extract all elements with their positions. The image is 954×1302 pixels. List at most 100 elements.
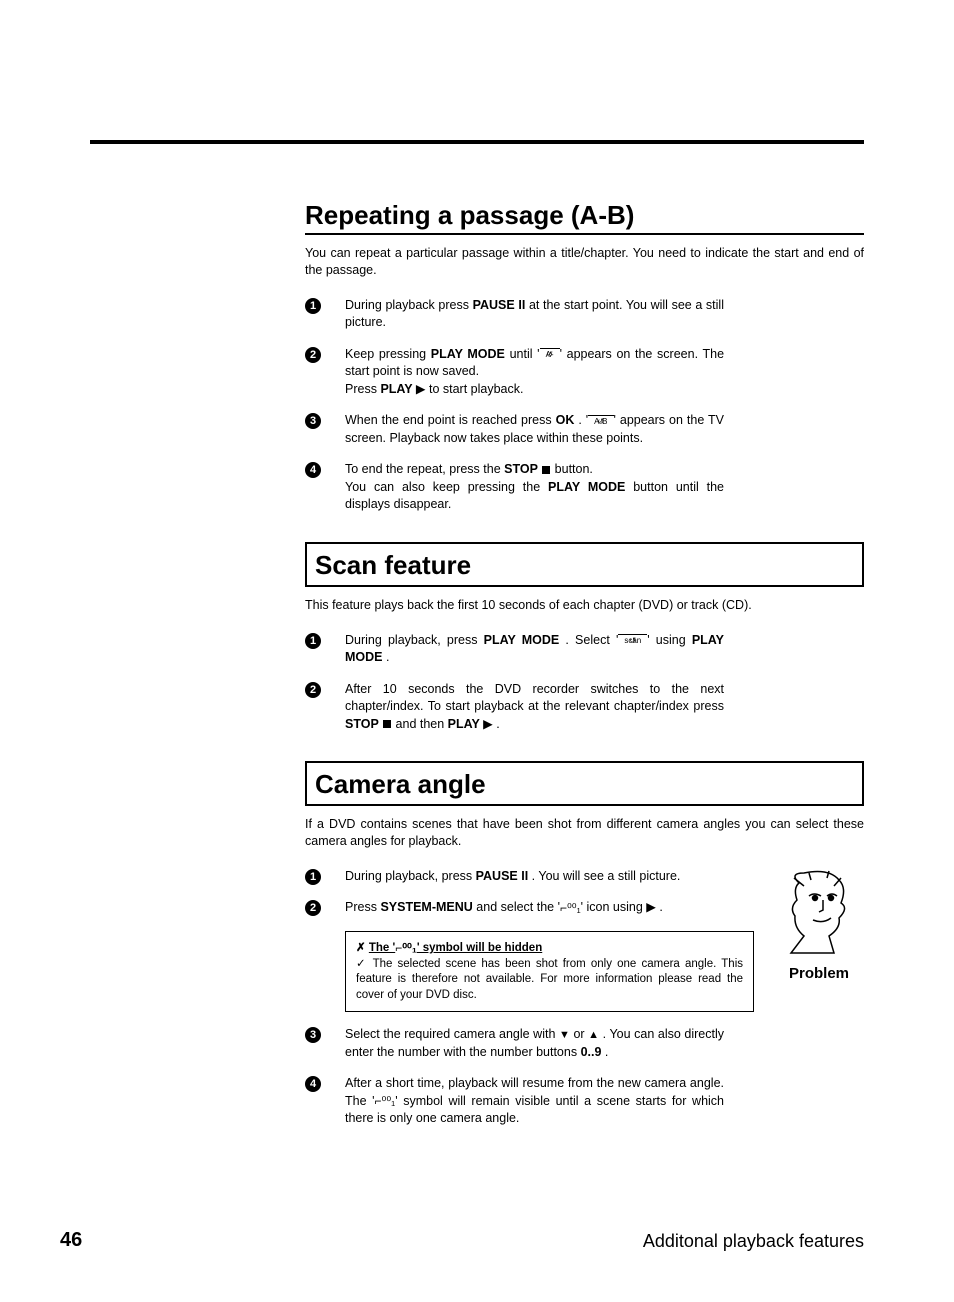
step-row: 4 To end the repeat, press the STOP butt… bbox=[305, 461, 864, 514]
step-text: After 10 seconds the DVD recorder switch… bbox=[345, 681, 864, 734]
text: Keep pressing bbox=[345, 347, 431, 361]
intro-camera: If a DVD contains scenes that have been … bbox=[305, 816, 864, 850]
intro-scan: This feature plays back the first 10 sec… bbox=[305, 597, 864, 614]
btn-label: PLAY MODE bbox=[548, 480, 625, 494]
step-text: Select the required camera angle with ▼ … bbox=[345, 1026, 864, 1061]
steps-camera-34: 3 Select the required camera angle with … bbox=[305, 1026, 864, 1128]
play-icon: ▶ bbox=[483, 716, 493, 734]
problem-illustration: Problem bbox=[772, 868, 866, 982]
btn-label: SYSTEM-MENU bbox=[380, 900, 472, 914]
section-title-camera: Camera angle bbox=[305, 761, 864, 806]
step-row: 3 Select the required camera angle with … bbox=[305, 1026, 864, 1061]
steps-scan: 1 During playback, press PLAY MODE . Sel… bbox=[305, 632, 864, 734]
text: The ' bbox=[369, 942, 395, 954]
face-icon bbox=[778, 868, 860, 958]
text: or bbox=[570, 1027, 588, 1041]
text: and then bbox=[392, 717, 448, 731]
section-title-scan: Scan feature bbox=[305, 542, 864, 587]
repeat-a-icon: A- bbox=[540, 348, 560, 360]
step-row: 4 After a short time, playback will resu… bbox=[305, 1075, 864, 1128]
step-text: During playback, press PLAY MODE . Selec… bbox=[345, 632, 864, 667]
step-number: 2 bbox=[305, 681, 345, 734]
step-text: To end the repeat, press the STOP button… bbox=[345, 461, 864, 514]
check-icon: ✓ bbox=[356, 958, 373, 970]
btn-label: 0..9 bbox=[581, 1045, 602, 1059]
x-mark-icon: ✗ bbox=[356, 942, 369, 954]
text: After 10 seconds the DVD recorder switch… bbox=[345, 682, 724, 714]
step-number: 4 bbox=[305, 461, 345, 514]
text: Select the required camera angle with bbox=[345, 1027, 559, 1041]
page-footer: 46 Additonal playback features bbox=[60, 1229, 864, 1252]
text: . bbox=[493, 717, 500, 731]
step-row: 2 Keep pressing PLAY MODE until 'A-' app… bbox=[305, 346, 864, 399]
text: . You will see a still picture. bbox=[528, 869, 680, 883]
text: ' using bbox=[647, 633, 692, 647]
section-title-repeat: Repeating a passage (A-B) bbox=[305, 200, 864, 235]
scan-icon: scan bbox=[618, 634, 647, 646]
step-text: After a short time, playback will resume… bbox=[345, 1075, 864, 1128]
btn-label: PLAY bbox=[380, 382, 415, 396]
text: ' icon using bbox=[581, 900, 647, 914]
up-icon: ▲ bbox=[588, 1028, 599, 1043]
btn-label: OK bbox=[556, 413, 575, 427]
problem-label: Problem bbox=[772, 965, 866, 982]
text: to start playback. bbox=[426, 382, 524, 396]
text: until ' bbox=[505, 347, 540, 361]
step-badge: 3 bbox=[305, 1027, 321, 1043]
step-badge: 1 bbox=[305, 298, 321, 314]
step-badge: 4 bbox=[305, 1076, 321, 1092]
text: . ' bbox=[574, 413, 588, 427]
stop-icon bbox=[542, 466, 550, 474]
manual-page: Repeating a passage (A-B) You can repeat… bbox=[0, 0, 954, 1302]
step-text: When the end point is reached press OK .… bbox=[345, 412, 864, 447]
step-row: 1 During playback, press PLAY MODE . Sel… bbox=[305, 632, 864, 667]
stop-icon bbox=[383, 720, 391, 728]
btn-label: STOP bbox=[504, 462, 541, 476]
text: Press bbox=[345, 382, 380, 396]
step-row: 3 When the end point is reached press OK… bbox=[305, 412, 864, 447]
problem-note-box: ✗ The '⌐⁰⁰₁' symbol will be hidden ✓ The… bbox=[345, 931, 754, 1012]
step-number: 3 bbox=[305, 1026, 345, 1061]
step-number: 1 bbox=[305, 632, 345, 667]
text: button. bbox=[551, 462, 593, 476]
step-number: 2 bbox=[305, 899, 345, 917]
right-icon: ▶ bbox=[646, 899, 656, 917]
camera-angle-icon: ⌐⁰⁰₁ bbox=[375, 1093, 396, 1110]
step-badge: 1 bbox=[305, 633, 321, 649]
btn-label: STOP bbox=[345, 717, 382, 731]
footer-section-title: Additonal playback features bbox=[643, 1231, 864, 1252]
text: You can also keep pressing the bbox=[345, 480, 548, 494]
camera-area: Problem 1 During playback, press PAUSE I… bbox=[305, 868, 864, 1128]
text: ' symbol will be hidden bbox=[417, 942, 542, 954]
text: . Select ' bbox=[559, 633, 618, 647]
content-area: Repeating a passage (A-B) You can repeat… bbox=[305, 200, 864, 1128]
text: ' symbol will remain visible until a sce… bbox=[345, 1094, 724, 1126]
step-number: 2 bbox=[305, 346, 345, 399]
step-badge: 2 bbox=[305, 900, 321, 916]
text: . bbox=[601, 1045, 608, 1059]
text: During playback, press bbox=[345, 633, 484, 647]
play-icon: ▶ bbox=[416, 381, 426, 399]
text: When the end point is reached press bbox=[345, 413, 556, 427]
intro-repeat: You can repeat a particular passage with… bbox=[305, 245, 864, 279]
step-badge: 2 bbox=[305, 682, 321, 698]
down-icon: ▼ bbox=[559, 1028, 570, 1043]
text: During playback, press bbox=[345, 869, 476, 883]
step-number: 1 bbox=[305, 297, 345, 332]
repeat-ab-icon: A-B bbox=[588, 415, 613, 427]
step-badge: 4 bbox=[305, 462, 321, 478]
page-number: 46 bbox=[60, 1229, 82, 1252]
text: and select the ' bbox=[473, 900, 560, 914]
step-row: 2 After 10 seconds the DVD recorder swit… bbox=[305, 681, 864, 734]
btn-label: PAUSE bbox=[473, 298, 519, 312]
step-badge: 2 bbox=[305, 347, 321, 363]
text: . bbox=[656, 900, 663, 914]
step-number: 1 bbox=[305, 868, 345, 886]
step-text: During playback press PAUSE II at the st… bbox=[345, 297, 864, 332]
text: To end the repeat, press the bbox=[345, 462, 504, 476]
text: Press bbox=[345, 900, 380, 914]
step-badge: 1 bbox=[305, 869, 321, 885]
camera-angle-icon: ⌐⁰⁰₁ bbox=[560, 900, 581, 917]
btn-label: PLAY MODE bbox=[431, 347, 505, 361]
btn-label: PAUSE bbox=[476, 869, 522, 883]
